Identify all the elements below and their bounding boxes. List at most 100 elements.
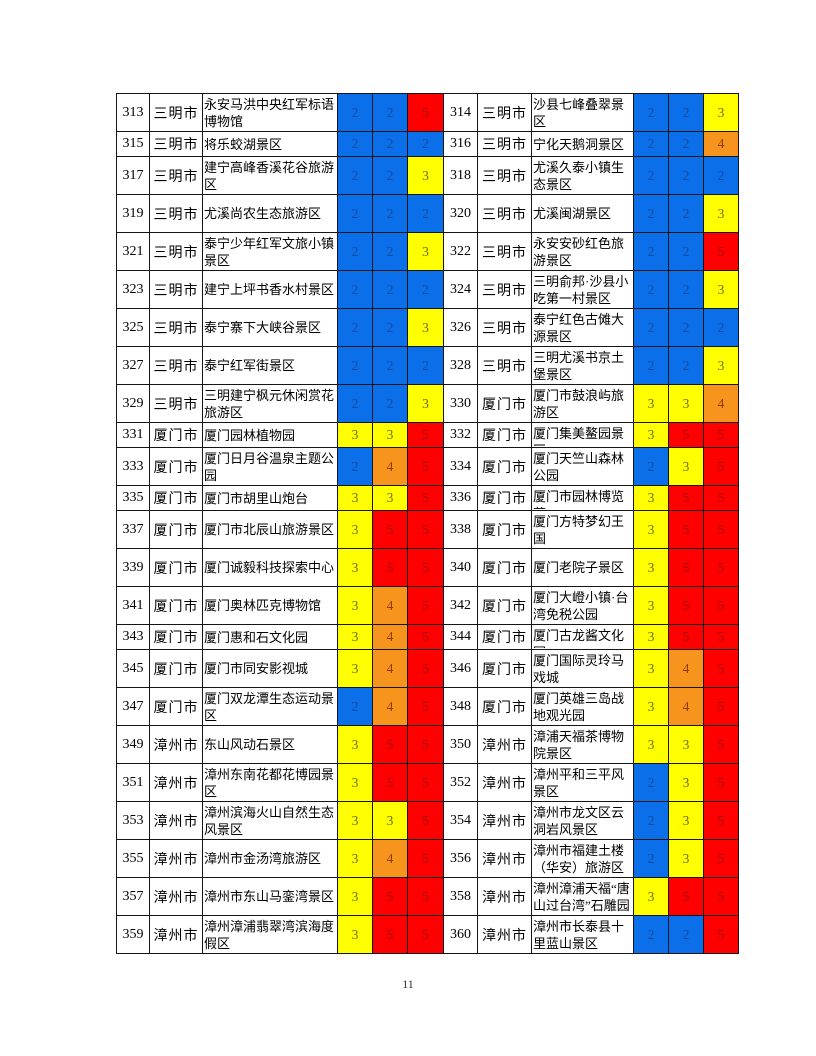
score-cell: 3	[633, 586, 669, 625]
city-cell: 厦门市	[149, 687, 203, 726]
score-cell: 5	[668, 624, 704, 650]
score-cell: 3	[337, 839, 373, 878]
score-cell: 5	[668, 510, 704, 549]
city-cell: 漳州市	[149, 801, 203, 840]
city-cell: 厦门市	[477, 586, 532, 625]
score-cell: 2	[633, 131, 669, 157]
scenic-area-name-cell: 厦门市鼓浪屿旅游区	[531, 384, 634, 423]
score-cell: 4	[372, 649, 408, 688]
scenic-area-name-cell: 厦门天竺山森林公园	[531, 447, 634, 486]
scenic-area-name-cell: 厦门英雄三岛战地观光园	[531, 687, 634, 726]
score-cell: 4	[372, 624, 408, 650]
scenic-area-name-cell: 三明建宁枫元休闲赏花旅游区	[202, 384, 338, 423]
score-cell: 3	[337, 877, 373, 916]
score-cell: 3	[372, 485, 408, 511]
score-cell: 2	[407, 131, 444, 157]
scenic-area-name: 沙县七峰叠翠景区	[533, 96, 625, 129]
score-cell: 2	[372, 270, 408, 309]
row-number-cell: 349	[116, 725, 150, 764]
city-cell: 三明市	[477, 131, 532, 157]
scenic-area-name-cell: 漳州漳浦天福“唐山过台湾”石雕园	[531, 877, 634, 916]
score-cell: 2	[337, 687, 373, 726]
scenic-area-name: 永安安砂红色旅游景区	[533, 235, 625, 268]
score-cell: 5	[407, 624, 444, 650]
score-cell: 2	[633, 232, 669, 271]
city-cell: 厦门市	[149, 548, 203, 587]
table-row: 319 三明市 尤溪尚农生态旅游区 2 2 2 320 三明市 尤溪闽湖景区 2 2 3	[116, 194, 739, 233]
table-row: 315 三明市 将乐蛟湖景区 2 2 2 316 三明市 宁化天鹅洞景区 2 2 4	[116, 131, 739, 157]
scenic-area-name-cell: 漳州东南花都花博园景区	[202, 763, 338, 802]
city-cell: 漳州市	[477, 725, 532, 764]
score-cell: 2	[372, 384, 408, 423]
scenic-area-name-cell: 漳州平和三平风景区	[531, 763, 634, 802]
row-number-cell: 344	[443, 624, 478, 650]
scenic-area-name-cell: 厦门市同安影视城	[202, 649, 338, 688]
row-number-cell: 331	[116, 422, 150, 448]
scenic-area-name: 泰宁红军街景区	[204, 358, 296, 373]
row-number-cell: 343	[116, 624, 150, 650]
score-cell: 3	[703, 93, 739, 132]
scenic-area-name-cell: 漳州市龙文区云洞岩风景区	[531, 801, 634, 840]
table-row: 355 漳州市 漳州市金汤湾旅游区 3 4 5 356 漳州市 漳州市福建土楼（华安）旅游区 2 3…	[116, 839, 739, 878]
page-number: 11	[402, 977, 414, 991]
scenic-area-name: 厦门市鼓浪屿旅游区	[533, 387, 625, 420]
score-cell: 2	[372, 232, 408, 271]
score-cell: 5	[372, 510, 408, 549]
city-cell: 厦门市	[477, 687, 532, 726]
score-cell: 3	[633, 624, 669, 650]
row-number-cell: 335	[116, 485, 150, 511]
scenic-area-name: 厦门天竺山森林公园	[533, 450, 625, 483]
score-cell: 2	[372, 131, 408, 157]
score-cell: 2	[668, 93, 704, 132]
score-cell: 5	[372, 763, 408, 802]
table-row: 325 三明市 泰宁寨下大峡谷景区 2 2 3 326 三明市 泰宁红色古傩大源景区 2 2 2	[116, 308, 739, 347]
scenic-area-name: 三明建宁枫元休闲赏花旅游区	[204, 387, 335, 420]
row-number-cell: 326	[443, 308, 478, 347]
city-cell: 漳州市	[477, 839, 532, 878]
row-number-cell: 339	[116, 548, 150, 587]
score-cell: 2	[668, 270, 704, 309]
score-cell: 5	[407, 510, 444, 549]
city-cell: 厦门市	[149, 422, 203, 448]
scenic-area-name-cell: 东山风动石景区	[202, 725, 338, 764]
city-cell: 三明市	[149, 346, 203, 385]
score-cell: 5	[407, 586, 444, 625]
scenic-area-name-cell: 厦门国际灵玲马戏城	[531, 649, 634, 688]
scenic-area-name-cell: 厦门方特梦幻王国	[531, 510, 634, 549]
scenic-area-name: 将乐蛟湖景区	[204, 136, 283, 152]
score-cell: 5	[407, 93, 444, 132]
score-cell: 5	[407, 649, 444, 688]
score-cell: 2	[372, 93, 408, 132]
city-cell: 三明市	[149, 232, 203, 271]
scenic-area-name-cell: 厦门双龙潭生态运动景区	[202, 687, 338, 726]
score-cell: 2	[337, 447, 373, 486]
score-cell: 5	[703, 485, 739, 511]
score-cell: 2	[372, 156, 408, 195]
score-cell: 3	[372, 801, 408, 840]
city-cell: 漳州市	[149, 725, 203, 764]
scenic-area-name-cell: 泰宁红色古傩大源景区	[531, 308, 634, 347]
score-cell: 3	[337, 801, 373, 840]
scenic-area-name: 厦门日月谷温泉主题公园	[204, 450, 335, 483]
scenic-area-name-cell: 永安马洪中央红军标语博物馆	[202, 93, 338, 132]
scenic-area-name-cell: 漳州市金汤湾旅游区	[202, 839, 338, 878]
table-row: 333 厦门市 厦门日月谷温泉主题公园 2 4 5 334 厦门市 厦门天竺山森林公园 2 3 5	[116, 447, 739, 486]
scenic-area-name-cell: 泰宁少年红军文旅小镇景区	[202, 232, 338, 271]
row-number-cell: 341	[116, 586, 150, 625]
score-cell: 3	[633, 548, 669, 587]
score-cell: 5	[703, 915, 739, 954]
row-number-cell: 314	[443, 93, 478, 132]
score-cell: 2	[633, 308, 669, 347]
score-cell: 5	[703, 624, 739, 650]
row-number-cell: 329	[116, 384, 150, 423]
scenic-area-name-cell: 三明俞邦·沙县小吃第一村景区	[531, 270, 634, 309]
scenic-area-name-cell: 尤溪久泰小镇生态景区	[531, 156, 634, 195]
city-cell: 三明市	[149, 131, 203, 157]
score-cell: 2	[668, 308, 704, 347]
score-cell: 3	[668, 384, 704, 423]
score-cell: 2	[337, 308, 373, 347]
table-row: 331厦门市厦门园林植物园335332厦门市厦门集美鳌园景区355	[116, 422, 739, 448]
scenic-area-name: 漳州东南花都花博园景区	[204, 766, 335, 799]
scenic-area-name: 三明俞邦·沙县小吃第一村景区	[533, 273, 629, 306]
city-cell: 三明市	[149, 270, 203, 309]
